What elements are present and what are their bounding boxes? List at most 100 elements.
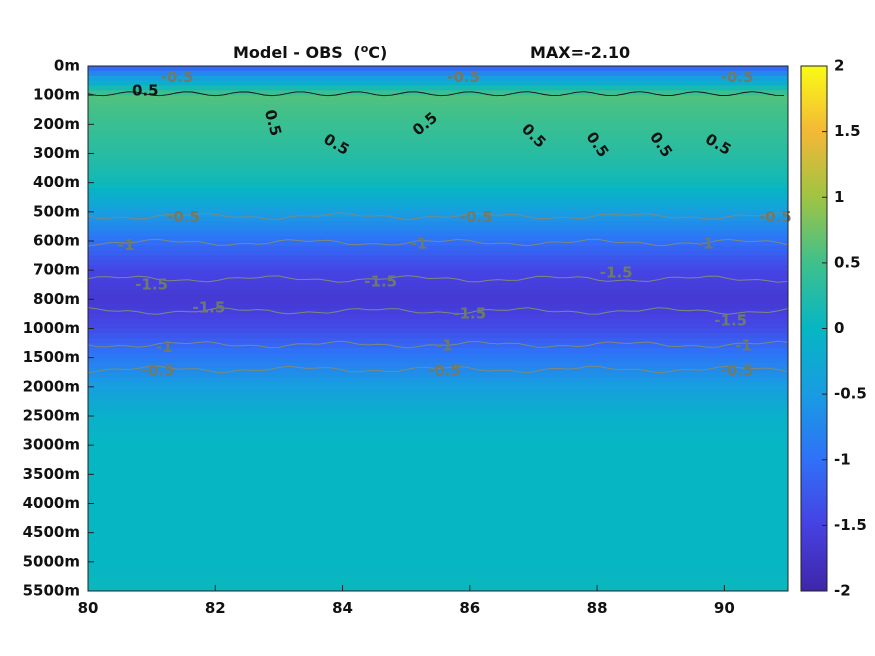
heatmap-cell: [88, 304, 788, 310]
y-tick-label: 3500m: [23, 465, 80, 483]
heatmap-cell: [88, 420, 788, 427]
x-axis: 80 82 84 86 88 90: [78, 585, 735, 617]
heatmap-cell: [88, 158, 788, 164]
heatmap-cell: [88, 177, 788, 184]
title-text: Model - OBS: [233, 43, 343, 62]
title-unit-close: C): [368, 43, 387, 62]
contour-label: -1.5: [135, 275, 168, 293]
heatmap-cell: [88, 547, 788, 553]
heatmap-cell: [88, 343, 788, 349]
contour-label: -0.5: [759, 208, 792, 226]
heatmap-cell: [88, 527, 788, 534]
colorbar-tick-label: -0.5: [834, 385, 867, 403]
contour-label: -1.5: [192, 299, 225, 317]
contour-label: -1.5: [714, 312, 747, 330]
contour-line: [88, 275, 788, 283]
y-tick-label: 2000m: [23, 377, 80, 395]
heatmap-cell: [88, 556, 788, 563]
heatmap-cell: [88, 255, 788, 262]
heatmap-cell: [88, 318, 788, 325]
heatmap-cell: [88, 522, 788, 529]
x-tick-label: 82: [205, 599, 226, 617]
heatmap-cell: [88, 153, 788, 159]
heatmap-cell: [88, 333, 788, 339]
heatmap-cell: [88, 313, 788, 320]
heatmap-cell: [88, 508, 788, 514]
heatmap-cell: [88, 479, 788, 485]
contour-label: -1: [156, 338, 173, 356]
colorbar-tick-label: -1: [834, 450, 851, 468]
heatmap-cell: [88, 552, 788, 558]
svg-text:Model - OBS (oC): Model - OBS (oC): [233, 42, 387, 62]
heatmap-cell: [88, 464, 788, 471]
contour-label: 0.5: [132, 81, 159, 99]
heatmap-cell: [88, 90, 788, 96]
heatmap-cell: [88, 129, 788, 135]
heatmap-cell: [88, 124, 788, 130]
heatmap-cell: [88, 187, 788, 193]
contour-label: -1.5: [453, 304, 486, 322]
heatmap-cell: [88, 197, 788, 203]
contour-line: [88, 238, 788, 247]
heatmap-cell: [88, 503, 788, 509]
heatmap-cell: [88, 109, 788, 116]
contour-line: [88, 365, 788, 374]
y-tick-label: 300m: [33, 144, 80, 162]
heatmap-cell: [88, 367, 788, 373]
heatmap-cell: [88, 85, 788, 91]
heatmap-cell: [88, 488, 788, 495]
heatmap-cell: [88, 104, 788, 111]
heatmap-cell: [88, 163, 788, 169]
x-tick-label: 86: [459, 599, 480, 617]
heatmap-cell: [88, 450, 788, 456]
heatmap-cell: [88, 70, 788, 77]
heatmap-cell: [88, 474, 788, 480]
heatmap-cell: [88, 391, 788, 398]
contour-label: -0.5: [721, 68, 754, 86]
y-tick-label: 4500m: [23, 523, 80, 541]
heatmap-cell: [88, 260, 788, 266]
heatmap-cell: [88, 100, 788, 106]
y-tick-label: 5500m: [23, 582, 80, 600]
heatmap-cell: [88, 362, 788, 368]
contour-label: -1: [118, 236, 135, 254]
heatmap-cell: [88, 299, 788, 305]
contour-label: -0.5: [142, 361, 175, 379]
heatmap-cell: [88, 134, 788, 140]
title-unit-open: (: [353, 43, 360, 62]
heatmap-cell: [88, 148, 788, 155]
heatmap-cell: [88, 513, 788, 519]
heatmap-cell: [88, 168, 788, 174]
contour-label: -0.5: [460, 208, 493, 226]
heatmap-cell: [88, 275, 788, 281]
colorbar-tick-label: 1.5: [834, 122, 861, 140]
heatmap-cell: [88, 440, 788, 446]
heatmap-cell: [88, 532, 788, 539]
title-unit-degree: o: [361, 42, 369, 55]
heatmap-cell: [88, 386, 788, 393]
heatmap-cell: [88, 241, 788, 247]
colorbar-tick-label: -2: [834, 582, 851, 600]
contour-label: -0.5: [161, 68, 194, 86]
heatmap-cell: [88, 221, 788, 228]
x-tick-label: 88: [587, 599, 608, 617]
y-tick-label: 400m: [33, 173, 80, 191]
heatmap-cell: [88, 498, 788, 505]
heatmap-cell: [88, 372, 788, 378]
heatmap-cell: [88, 114, 788, 121]
heatmap-cell: [88, 401, 788, 407]
colorbar-tick-label: -1.5: [834, 516, 867, 534]
heatmap-cell: [88, 66, 788, 72]
heatmap-cell: [88, 192, 788, 198]
contour-line: [88, 307, 788, 315]
contour-label: -1.5: [600, 264, 633, 282]
heatmap-cell: [88, 338, 788, 344]
y-tick-label: 100m: [33, 86, 80, 104]
heatmap-cell: [88, 381, 788, 388]
heatmap-cell: [88, 406, 788, 412]
y-tick-label: 500m: [33, 202, 80, 220]
y-tick-label: 800m: [33, 290, 80, 308]
heatmap-cell: [88, 425, 788, 432]
contour-label: -0.5: [447, 68, 480, 86]
heatmap-cell: [88, 75, 788, 82]
